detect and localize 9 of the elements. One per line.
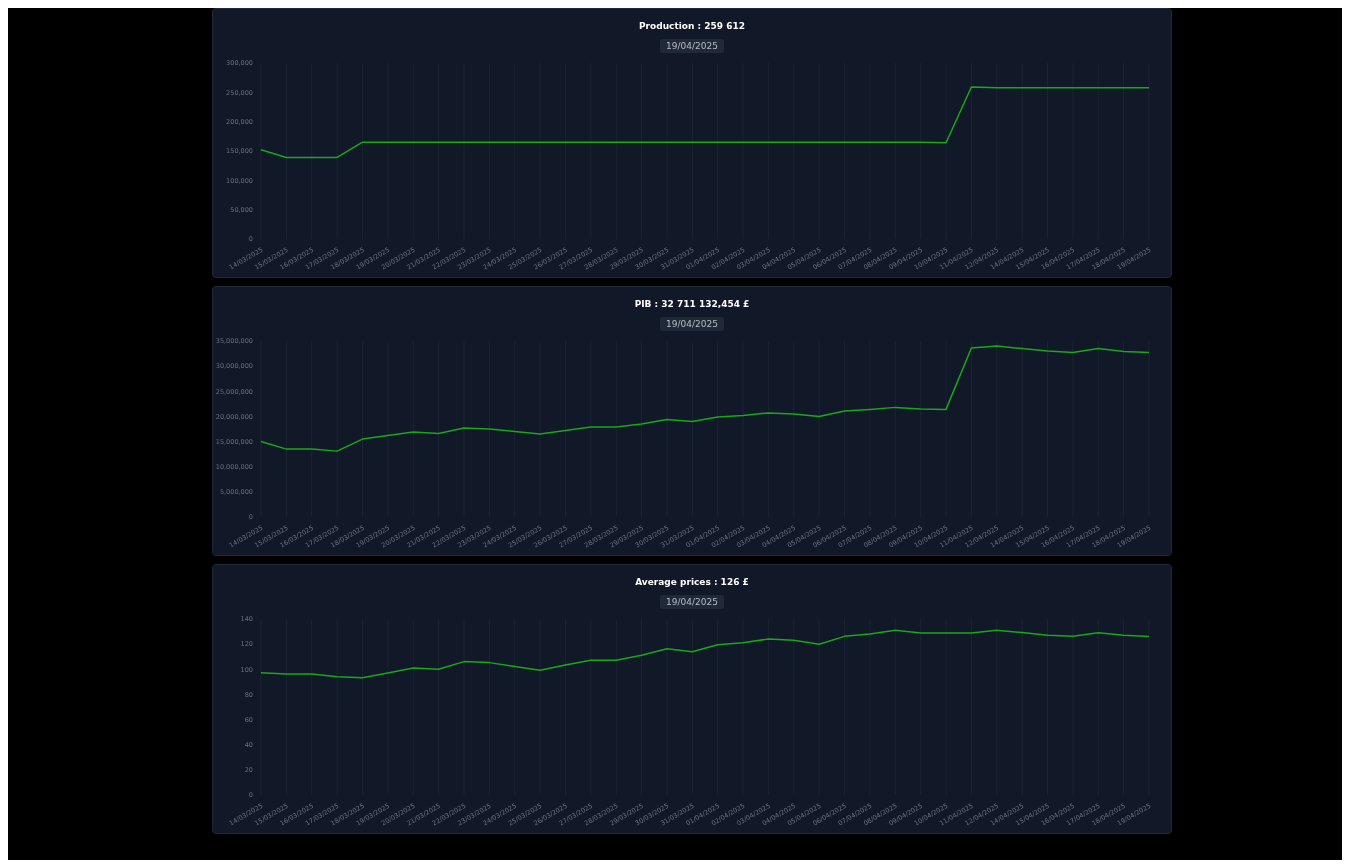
chart-subtitle: 19/04/2025 bbox=[660, 595, 724, 609]
chart-title: Average prices : 126 £ bbox=[634, 576, 750, 587]
line-series bbox=[260, 345, 1150, 452]
chart-title: Production : 259 612 bbox=[638, 20, 746, 31]
chart-title: PIB : 32 711 132,454 £ bbox=[633, 298, 751, 309]
chart-subtitle: 19/04/2025 bbox=[660, 39, 724, 53]
line-series bbox=[260, 629, 1150, 679]
chart-subtitle: 19/04/2025 bbox=[660, 317, 724, 331]
line-series bbox=[260, 86, 1150, 159]
